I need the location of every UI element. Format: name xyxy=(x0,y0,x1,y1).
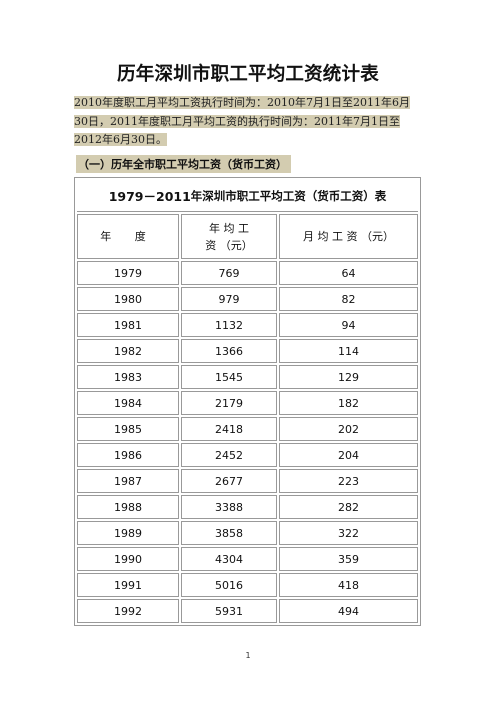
cell-year: 1987 xyxy=(77,469,179,493)
cell-monthly: 204 xyxy=(279,443,418,467)
header-annual-line2: 资 （元） xyxy=(205,238,253,252)
page-number: 1 xyxy=(245,651,251,660)
table-row: 1984 2179 182 xyxy=(77,391,418,415)
cell-annual: 1545 xyxy=(181,365,277,389)
execution-period-note: 2010年度职工月平均工资执行时间为：2010年7月1日至2011年6月30日，… xyxy=(74,94,422,150)
cell-year: 1983 xyxy=(77,365,179,389)
cell-annual: 979 xyxy=(181,287,277,311)
cell-monthly: 129 xyxy=(279,365,418,389)
table-row: 1989 3858 322 xyxy=(77,521,418,545)
cell-year: 1981 xyxy=(77,313,179,337)
table-row: 1988 3388 282 xyxy=(77,495,418,519)
cell-annual: 769 xyxy=(181,261,277,285)
cell-year: 1979 xyxy=(77,261,179,285)
header-monthly-wage: 月 均 工 资 （元） xyxy=(279,214,418,259)
cell-monthly: 82 xyxy=(279,287,418,311)
cell-year: 1985 xyxy=(77,417,179,441)
table-row: 1979 769 64 xyxy=(77,261,418,285)
caption-year-range: 1979－2011 xyxy=(108,189,191,204)
table-row: 1986 2452 204 xyxy=(77,443,418,467)
wage-table: 1979－2011 年深圳市职工平均工资（货币工资）表 年 度 年 均 工 资 … xyxy=(74,177,421,626)
caption-text: 年深圳市职工平均工资（货币工资）表 xyxy=(190,188,387,203)
cell-year: 1984 xyxy=(77,391,179,415)
cell-monthly: 322 xyxy=(279,521,418,545)
cell-monthly: 114 xyxy=(279,339,418,363)
cell-year: 1986 xyxy=(77,443,179,467)
note-text: 2010年度职工月平均工资执行时间为：2010年7月1日至2011年6月30日，… xyxy=(74,96,410,146)
wage-data-table: 年 度 年 均 工 资 （元） 月 均 工 资 （元） 1979 769 64 198… xyxy=(75,212,420,625)
cell-annual: 2418 xyxy=(181,417,277,441)
section-heading: （一）历年全市职工平均工资（货币工资） xyxy=(76,155,291,173)
table-row: 1992 5931 494 xyxy=(77,599,418,623)
cell-monthly: 223 xyxy=(279,469,418,493)
cell-monthly: 418 xyxy=(279,573,418,597)
cell-annual: 3858 xyxy=(181,521,277,545)
header-annual-line1: 年 均 工 xyxy=(209,221,249,235)
table-row: 1980 979 82 xyxy=(77,287,418,311)
cell-monthly: 94 xyxy=(279,313,418,337)
cell-monthly: 359 xyxy=(279,547,418,571)
cell-year: 1982 xyxy=(77,339,179,363)
cell-annual: 2179 xyxy=(181,391,277,415)
table-row: 1983 1545 129 xyxy=(77,365,418,389)
header-year: 年 度 xyxy=(77,214,179,259)
table-row: 1985 2418 202 xyxy=(77,417,418,441)
cell-monthly: 282 xyxy=(279,495,418,519)
page-title: 历年深圳市职工平均工资统计表 xyxy=(117,64,379,85)
cell-year: 1989 xyxy=(77,521,179,545)
cell-annual: 1132 xyxy=(181,313,277,337)
table-header-row: 年 度 年 均 工 资 （元） 月 均 工 资 （元） xyxy=(77,214,418,259)
table-caption: 1979－2011 年深圳市职工平均工资（货币工资）表 xyxy=(77,180,418,212)
cell-annual: 1366 xyxy=(181,339,277,363)
cell-annual: 5931 xyxy=(181,599,277,623)
table-row: 1982 1366 114 xyxy=(77,339,418,363)
table-row: 1991 5016 418 xyxy=(77,573,418,597)
table-row: 1990 4304 359 xyxy=(77,547,418,571)
cell-annual: 3388 xyxy=(181,495,277,519)
cell-year: 1991 xyxy=(77,573,179,597)
cell-year: 1992 xyxy=(77,599,179,623)
cell-monthly: 64 xyxy=(279,261,418,285)
cell-monthly: 182 xyxy=(279,391,418,415)
cell-year: 1980 xyxy=(77,287,179,311)
table-row: 1987 2677 223 xyxy=(77,469,418,493)
cell-monthly: 494 xyxy=(279,599,418,623)
cell-annual: 4304 xyxy=(181,547,277,571)
cell-annual: 2677 xyxy=(181,469,277,493)
header-annual-wage: 年 均 工 资 （元） xyxy=(181,214,277,259)
cell-annual: 5016 xyxy=(181,573,277,597)
table-row: 1981 1132 94 xyxy=(77,313,418,337)
cell-monthly: 202 xyxy=(279,417,418,441)
cell-annual: 2452 xyxy=(181,443,277,467)
cell-year: 1990 xyxy=(77,547,179,571)
cell-year: 1988 xyxy=(77,495,179,519)
